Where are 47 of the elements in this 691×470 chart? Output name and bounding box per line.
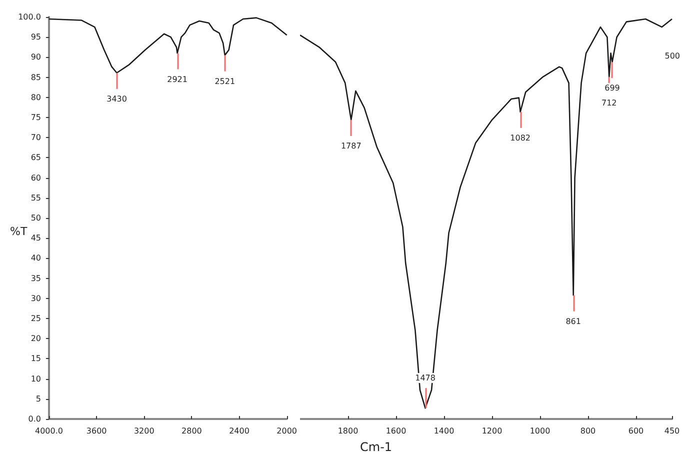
y-tick-label: 40 bbox=[30, 254, 41, 263]
x-tick-label: 1200 bbox=[482, 426, 502, 436]
x-tick-label: 800 bbox=[580, 426, 596, 436]
x-tick-label: 3600 bbox=[86, 426, 107, 436]
annotation: 2921 bbox=[167, 74, 188, 84]
y-tick-label: 85 bbox=[30, 72, 41, 82]
y-tick-label: 10 bbox=[30, 374, 41, 384]
x-tick-label: 2400 bbox=[229, 426, 250, 436]
annotation: 712 bbox=[601, 98, 617, 108]
x-tick-label: 4000.0 bbox=[35, 426, 63, 436]
x-tick-label: 2000 bbox=[276, 426, 297, 436]
annotation: 1478 bbox=[415, 374, 436, 383]
x-axis-title: Cm-1 bbox=[360, 440, 392, 454]
y-tick-label: 100.0 bbox=[18, 12, 41, 22]
x-tick-label: 1800 bbox=[338, 426, 358, 436]
y-tick-label: 25 bbox=[30, 314, 41, 323]
annotation: 699 bbox=[604, 84, 620, 93]
annotation: 1082 bbox=[510, 133, 530, 142]
annotation: 500 bbox=[664, 52, 680, 60]
y-tick-label: 75 bbox=[30, 113, 41, 122]
x-tick-label: 450 bbox=[664, 426, 680, 436]
annotation: 861 bbox=[566, 316, 581, 326]
y-tick-label: 5 bbox=[36, 394, 41, 404]
y-tick-label: 95 bbox=[30, 32, 41, 42]
x-tick-label: 2800 bbox=[182, 426, 202, 436]
annotation: 1787 bbox=[340, 141, 362, 150]
y-tick-label: 50 bbox=[30, 214, 41, 222]
y-tick-label: 20 bbox=[30, 334, 41, 344]
y-axis-title: %T bbox=[10, 225, 28, 238]
y-tick-label: 0.0 bbox=[28, 414, 41, 424]
y-tick-label: 60 bbox=[30, 173, 41, 182]
x-tick-label: 1600 bbox=[386, 426, 406, 436]
annotation: 2521 bbox=[214, 76, 236, 86]
y-tick-label: 90 bbox=[30, 52, 41, 62]
x-tick-label: 600 bbox=[628, 426, 644, 436]
y-tick-label: 55 bbox=[30, 193, 41, 202]
y-tick-label: 70 bbox=[30, 133, 41, 142]
y-tick-label: 45 bbox=[30, 234, 41, 243]
x-tick-label: 1400 bbox=[434, 426, 454, 436]
x-tick-label: 1000 bbox=[530, 426, 550, 436]
y-tick-label: 65 bbox=[30, 153, 41, 162]
y-tick-label: 30 bbox=[30, 294, 41, 303]
annotation: 3430 bbox=[106, 94, 127, 104]
y-tick-label: 15 bbox=[30, 354, 41, 364]
x-tick-label: 3200 bbox=[134, 426, 154, 436]
y-tick-label: 35 bbox=[30, 274, 41, 283]
y-tick-label: 80 bbox=[30, 92, 41, 102]
